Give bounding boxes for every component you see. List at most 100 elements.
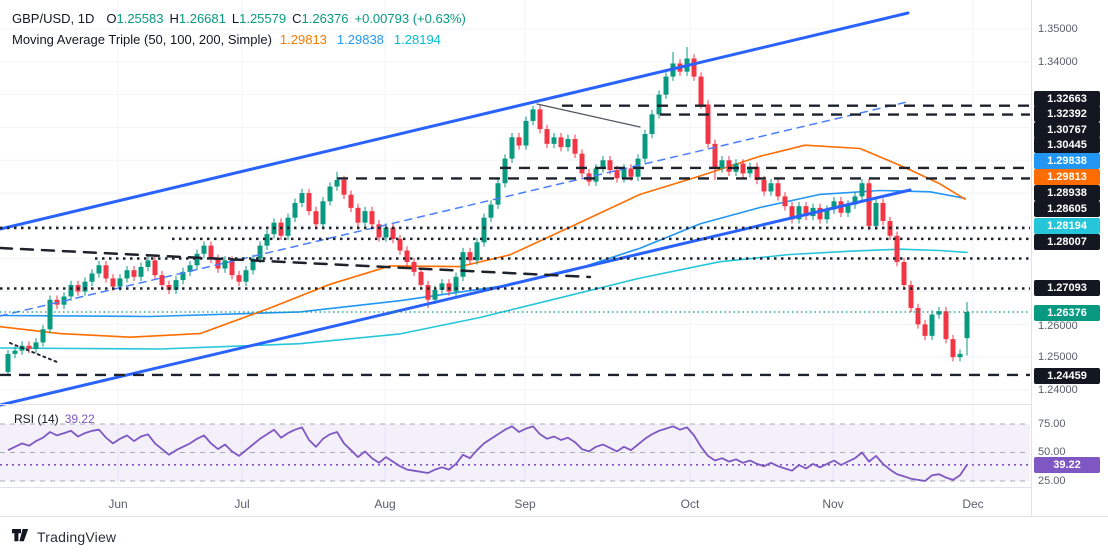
price-axis-badge: 1.32392 — [1034, 106, 1100, 122]
candle-body — [103, 265, 109, 279]
candle-body — [894, 235, 900, 263]
price-axis-label: 25.00 — [1038, 475, 1066, 487]
candle-body — [187, 265, 193, 272]
candle-body — [362, 211, 368, 223]
candle-body — [243, 270, 249, 282]
candle-body — [292, 202, 298, 218]
change-value: +0.00793 (+0.63%) — [354, 11, 466, 26]
candle-body — [376, 224, 382, 238]
channel-mid-line — [0, 101, 908, 317]
neckline-line — [536, 103, 641, 128]
candle-body — [551, 137, 557, 144]
ohlc-row[interactable]: GBP/USD, 1D O1.25583 H1.26681 L1.25579 C1.26… — [12, 8, 466, 29]
candle-body — [488, 204, 494, 218]
candle-body — [467, 252, 473, 261]
candle-body — [628, 168, 634, 177]
candle-body — [712, 143, 718, 169]
candle-body — [824, 209, 830, 220]
price-axis-label: 75.00 — [1038, 418, 1066, 430]
candle-body — [208, 245, 214, 259]
candle-body — [614, 170, 620, 179]
candle-body — [803, 206, 809, 217]
ma-indicator-label[interactable]: Moving Average Triple (50, 100, 200, Sim… — [12, 32, 272, 47]
candle-body — [768, 183, 774, 192]
candle-body — [845, 204, 851, 213]
candle-body — [880, 202, 886, 221]
symbol-legend[interactable]: GBP/USD, 1D O1.25583 H1.26681 L1.25579 C1.26… — [12, 8, 466, 50]
candle-body — [117, 278, 123, 287]
open-label: O — [106, 11, 117, 26]
candle-body — [5, 353, 11, 372]
candle-body — [691, 58, 697, 77]
symbol-title[interactable]: GBP/USD, 1D — [12, 11, 95, 26]
candle-body — [313, 211, 319, 225]
candle-body — [740, 163, 746, 174]
candle-body — [33, 342, 39, 349]
candle-body — [929, 314, 935, 336]
candle-body — [537, 109, 543, 130]
ma200-line — [0, 248, 968, 350]
candle-body — [922, 324, 928, 336]
candle-body — [502, 158, 508, 184]
candle-body — [817, 207, 823, 220]
candle-body — [957, 353, 963, 358]
price-axis-badge: 1.30767 — [1034, 122, 1100, 138]
price-axis-badge: 1.29813 — [1034, 169, 1100, 185]
time-axis-month-jul: Jul — [234, 497, 250, 511]
candle-body — [180, 271, 186, 281]
time-axis-month-dec: Dec — [962, 497, 984, 511]
candle-body — [299, 193, 305, 203]
candle-body — [439, 283, 445, 290]
candle-body — [558, 137, 564, 148]
tradingview-watermark[interactable]: TradingView — [12, 528, 116, 545]
candle-body — [236, 275, 242, 282]
candle-body — [397, 239, 403, 251]
ma-indicator-row[interactable]: Moving Average Triple (50, 100, 200, Sim… — [12, 29, 466, 50]
candle-body — [523, 120, 529, 146]
price-axis-badge: 1.27093 — [1034, 280, 1100, 296]
candle-body — [481, 217, 487, 243]
time-axis-month-aug: Aug — [374, 497, 396, 511]
candle-body — [565, 138, 571, 148]
price-axis-badge: 1.32663 — [1034, 91, 1100, 107]
candle-body — [754, 166, 760, 180]
price-axis-badge: 1.28007 — [1034, 234, 1100, 250]
candle-body — [831, 201, 837, 210]
candle-body — [159, 275, 165, 285]
time-axis-month-jun: Jun — [108, 497, 128, 511]
price-axis[interactable]: 1.35000 1.34000 1.32663 1.32392 1.30767 1.304… — [1032, 0, 1108, 516]
candle-body — [425, 284, 431, 300]
price-axis-label: 1.26000 — [1038, 320, 1078, 332]
rsi-label[interactable]: RSI (14) — [14, 412, 59, 426]
rsi-indicator-row[interactable]: RSI (14) 39.22 — [14, 412, 95, 426]
time-axis-month-sep: Sep — [514, 497, 536, 511]
candle-body — [950, 339, 956, 358]
rsi-value: 39.22 — [64, 412, 95, 426]
candle-body — [901, 262, 907, 285]
price-axis-label: 1.24000 — [1038, 384, 1078, 396]
candle-body — [964, 312, 970, 339]
candle-body — [572, 138, 578, 154]
high-value: 1.26681 — [178, 11, 226, 26]
low-value: 1.25579 — [239, 11, 287, 26]
candle-body — [138, 266, 144, 277]
candle-body — [649, 114, 655, 135]
candle-body — [642, 134, 648, 159]
candle-body — [306, 193, 312, 212]
tradingview-logo-icon — [12, 529, 29, 542]
candle-body — [761, 179, 767, 192]
candle-body — [194, 253, 200, 266]
price-axis-label: 1.35000 — [1038, 23, 1078, 35]
price-axis-badge: 1.28938 — [1034, 185, 1100, 201]
candle-body — [873, 202, 879, 226]
candle-body — [404, 250, 410, 263]
candle-body — [579, 153, 585, 174]
price-axis-label: 50.00 — [1038, 446, 1066, 458]
candle-body — [327, 186, 333, 202]
price-axis-badge: 39.22 — [1034, 457, 1100, 473]
ma100-line — [0, 189, 966, 318]
candle-body — [936, 311, 942, 315]
channel-upper-line — [0, 11, 910, 231]
